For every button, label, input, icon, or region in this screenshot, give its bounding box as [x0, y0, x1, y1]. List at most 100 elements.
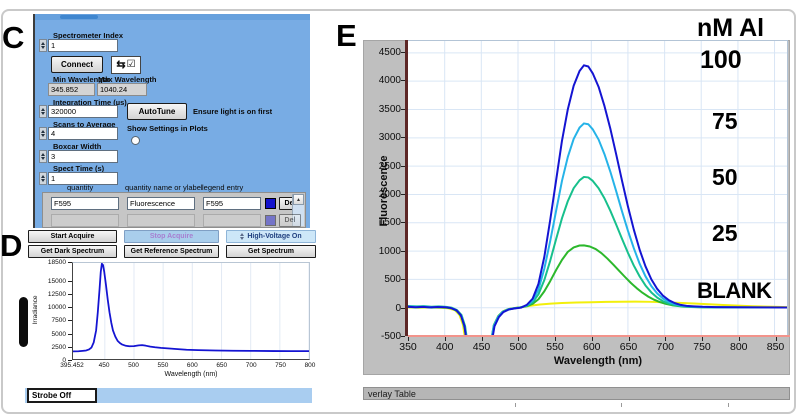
x-tick-label: 450: [98, 362, 110, 369]
spectrometer-index-stepper[interactable]: [39, 39, 47, 52]
boxcar-width-input[interactable]: [48, 150, 118, 163]
connect-button[interactable]: Connect: [51, 56, 103, 73]
overlay-table-tab[interactable]: verlay Table: [363, 387, 790, 400]
y-tick-mark: [401, 222, 405, 224]
y-tick-label: 5000: [51, 330, 66, 338]
overlay-table-tab-label: verlay Table: [368, 388, 416, 399]
y-tick-mark: [401, 250, 405, 252]
ruler-mark: [515, 403, 516, 407]
start-acquire-button[interactable]: Start Acquire: [28, 230, 117, 243]
legend-entry-input-row2: [203, 214, 261, 227]
get-reference-spectrum-button[interactable]: Get Reference Spectrum: [124, 245, 219, 258]
panel-top-scrollbar[interactable]: [60, 15, 98, 19]
gridlines: [408, 41, 787, 336]
y-tick-mark: [401, 336, 405, 337]
x-tick-label: 750: [693, 341, 711, 353]
integration-time-stepper[interactable]: [39, 105, 47, 118]
fluorescence-x-axis-line: [408, 335, 790, 337]
stop-acquire-button[interactable]: Stop Acquire: [124, 230, 219, 243]
high-voltage-button[interactable]: High-Voltage On: [226, 230, 316, 243]
quantity-name-input[interactable]: [127, 197, 195, 210]
x-tick-label: 550: [546, 341, 564, 353]
high-voltage-stepper-icon: [240, 233, 245, 240]
x-tick-label: 600: [582, 341, 601, 353]
panel-drag-handle[interactable]: [19, 297, 28, 347]
y-tick-mark: [401, 80, 405, 82]
y-tick-label: 7500: [51, 317, 66, 325]
strobe-toggle-button[interactable]: Strobe Off: [27, 388, 97, 403]
x-tick-label: 500: [128, 362, 139, 369]
y-tick-label: 12500: [47, 290, 66, 298]
series-color-swatch-row2: [265, 215, 276, 226]
y-tick-label: 2500: [51, 343, 66, 351]
x-tick-mark: [555, 337, 556, 341]
get-spectrum-button[interactable]: Get Spectrum: [226, 245, 316, 258]
fluorescence-y-axis-line: [405, 40, 408, 336]
irradiance-plot-canvas: [73, 263, 309, 359]
y-tick-label: 0: [395, 302, 401, 314]
y-tick-label: 15000: [47, 277, 66, 285]
y-tick-label: 500: [384, 274, 401, 286]
quantity-name-column-header: quantity name or ylabel: [125, 183, 203, 192]
scans-to-average-label: Scans to Average: [53, 120, 116, 129]
y-tick-mark: [68, 360, 72, 361]
y-tick-label: 18500: [47, 259, 66, 266]
x-tick-label: 700: [245, 362, 257, 369]
integration-time-label: Integration Time (µs): [53, 98, 127, 107]
scroll-up-icon[interactable]: ▲: [293, 194, 304, 205]
x-tick-label: 395.452: [60, 362, 84, 369]
quantity-table: Del ▲ Del: [42, 192, 306, 228]
panel-top-strip: [35, 14, 310, 20]
show-settings-radio[interactable]: [131, 136, 140, 145]
y-tick-mark: [401, 108, 405, 110]
y-tick-label: 10000: [47, 304, 66, 312]
y-tick-label: 2500: [378, 160, 401, 172]
scans-to-average-stepper[interactable]: [39, 127, 47, 140]
y-tick-mark: [68, 346, 72, 348]
y-tick-label: 4000: [378, 75, 401, 87]
y-tick-label: 3500: [378, 103, 401, 115]
irradiance-plot[interactable]: [72, 262, 310, 360]
max-wavelength-label: Max Wavelength: [98, 75, 157, 84]
get-dark-spectrum-button[interactable]: Get Dark Spectrum: [28, 245, 117, 258]
y-tick-mark: [401, 165, 405, 167]
fluorescence-plot-canvas: [408, 41, 787, 336]
table-scrollbar[interactable]: ▲: [292, 194, 304, 226]
annotation-25: 25: [712, 220, 738, 246]
quantity-input[interactable]: [51, 197, 119, 210]
spect-time-input[interactable]: [48, 172, 118, 185]
x-tick-label: 700: [656, 341, 675, 353]
window-frame: [1, 9, 796, 414]
ruler-mark: [621, 403, 622, 407]
spectrometer-index-input[interactable]: [48, 39, 118, 52]
boxcar-width-stepper[interactable]: [39, 150, 47, 163]
y-tick-label: -500: [380, 331, 401, 342]
scans-to-average-input[interactable]: [48, 127, 118, 140]
legend-entry-input[interactable]: [203, 197, 261, 210]
y-tick-mark: [401, 279, 405, 281]
y-tick-label: 3000: [378, 132, 401, 144]
x-tick-label: 600: [186, 362, 198, 369]
spect-time-stepper[interactable]: [39, 172, 47, 185]
x-tick-label: 450: [472, 341, 491, 353]
annotation-75: 75: [712, 108, 738, 134]
x-tick-label: 750: [275, 362, 286, 369]
series-color-swatch[interactable]: [265, 198, 276, 209]
annotation-blank: BLANK: [697, 278, 772, 303]
legend-entry-column-header: legend entry: [202, 183, 244, 192]
fluorescence-plot[interactable]: [408, 40, 788, 336]
sync-toggle[interactable]: ⇆ ☑: [111, 56, 141, 74]
autotune-button[interactable]: AutoTune: [127, 103, 187, 120]
x-tick-mark: [481, 337, 483, 341]
panel-label-d: D: [0, 228, 23, 263]
y-tick-mark: [401, 307, 405, 309]
swap-arrows-icon: ⇆: [116, 58, 126, 71]
x-tick-label: 650: [619, 341, 638, 353]
x-tick-mark: [444, 337, 446, 341]
x-tick-mark: [628, 337, 630, 341]
x-tick-label: 850: [766, 341, 785, 353]
x-tick-label: 350: [399, 341, 417, 353]
x-tick-label: 800: [304, 362, 316, 369]
integration-time-input[interactable]: [48, 105, 118, 118]
x-tick-mark: [738, 337, 740, 341]
